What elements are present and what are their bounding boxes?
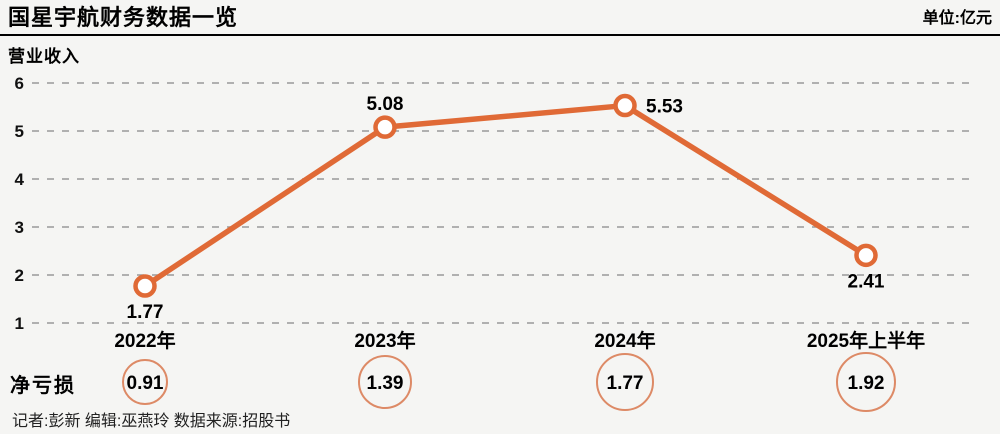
- net-loss-circle: [122, 359, 168, 405]
- net-loss-value: 1.92: [848, 373, 885, 394]
- data-point-marker: [854, 243, 878, 268]
- y-axis-title: 营业收入: [8, 47, 80, 66]
- revenue-value-label: 1.77: [127, 302, 164, 323]
- data-point-marker: [373, 115, 397, 139]
- page-title: 国星宇航财务数据一览: [8, 5, 239, 30]
- net-loss-row-label: 净亏损: [10, 375, 76, 397]
- x-axis-label: 2022年: [114, 329, 175, 352]
- y-tick-label: 5: [15, 122, 24, 141]
- unit-label: 单位:亿元: [922, 10, 992, 27]
- x-axis-label: 2023年: [354, 329, 415, 352]
- net-loss-value: 1.39: [367, 373, 404, 394]
- net-loss-circle: [358, 355, 412, 409]
- revenue-line: [143, 102, 868, 289]
- revenue-value-label: 5.53: [646, 97, 683, 118]
- data-point-marker: [613, 93, 637, 118]
- y-tick-label: 1: [15, 314, 24, 333]
- x-axis-label: 2024年: [594, 329, 655, 352]
- y-tick-label: 4: [15, 170, 25, 189]
- header: 国星宇航财务数据一览 单位:亿元: [0, 0, 1000, 36]
- credits-footer: 记者:彭新 编辑:巫燕玲 数据来源:招股书: [12, 413, 291, 430]
- net-loss-value: 1.77: [607, 373, 644, 394]
- y-tick-label: 6: [15, 74, 24, 93]
- revenue-value-label: 5.08: [367, 94, 404, 115]
- net-loss-circle: [836, 352, 896, 412]
- y-tick-label: 2: [15, 266, 24, 285]
- y-tick-label: 3: [15, 218, 24, 237]
- revenue-value-label: 2.41: [848, 271, 885, 292]
- x-axis-label: 2025年上半年: [807, 329, 925, 352]
- data-point-marker: [133, 274, 157, 298]
- net-loss-value: 0.91: [127, 373, 164, 394]
- net-loss-circle: [596, 353, 654, 411]
